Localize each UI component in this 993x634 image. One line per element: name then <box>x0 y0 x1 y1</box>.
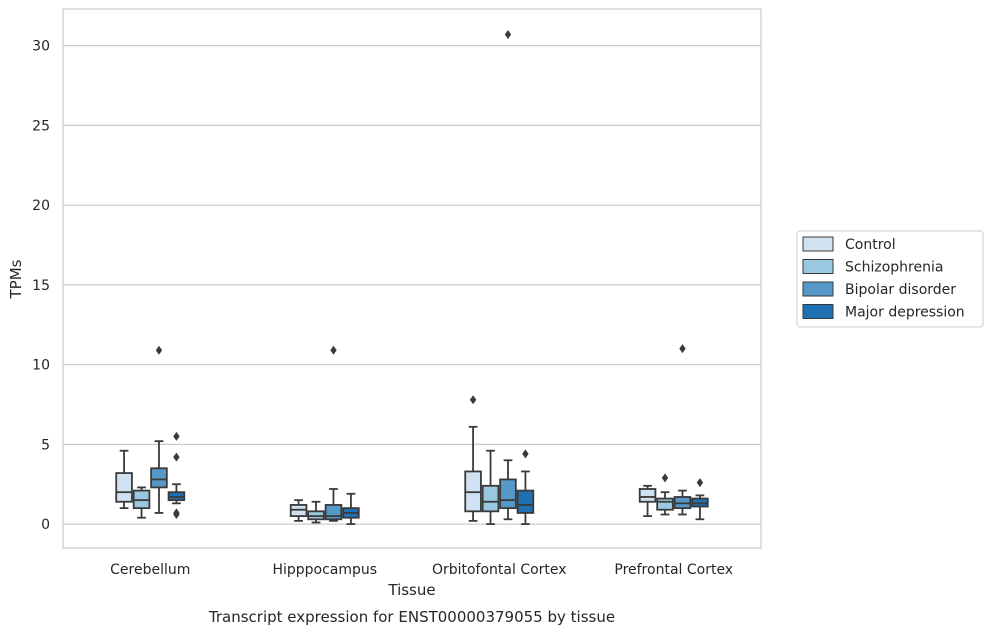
box-group <box>342 492 360 525</box>
y-tick-label: 30 <box>32 39 50 55</box>
box-group <box>132 486 151 519</box>
legend-label: Schizophrenia <box>845 260 943 276</box>
outlier-point <box>330 345 337 355</box>
box-iqr <box>638 488 657 503</box>
box-group <box>150 345 168 514</box>
y-tick-label: 5 <box>41 437 50 453</box>
box-group <box>691 478 709 521</box>
box-iqr <box>481 484 500 513</box>
legend-swatch <box>802 281 834 297</box>
x-axis-title: Tissue <box>387 581 435 599</box>
y-tick-label: 0 <box>41 517 50 533</box>
outlier-point <box>173 510 180 520</box>
box-group <box>516 449 535 525</box>
box-group <box>481 449 500 525</box>
outlier-point <box>696 478 704 488</box>
box-group <box>656 473 674 516</box>
outlier-point <box>504 30 512 40</box>
outlier-point <box>679 344 686 354</box>
box-group <box>167 431 186 520</box>
box-group <box>324 345 343 522</box>
legend-frame <box>796 230 984 328</box>
box-iqr <box>499 478 517 510</box>
box-iqr <box>324 504 343 521</box>
box-group <box>638 484 657 518</box>
legend-swatch <box>802 259 834 274</box>
x-tick-label: Prefrontal Cortex <box>614 562 733 578</box>
legend-swatch <box>802 304 834 319</box>
outlier-point <box>173 431 180 441</box>
x-tick-label: Cerebellum <box>110 562 190 578</box>
x-tick-label: Orbitofontal Cortex <box>432 562 567 578</box>
y-tick-label: 10 <box>32 358 50 374</box>
y-tick-label: 15 <box>32 278 50 294</box>
legend-label: Major depression <box>845 305 965 321</box>
plot-frame <box>62 8 762 549</box>
y-axis-title: TPMs <box>7 259 25 299</box>
legend-label: Control <box>845 237 896 253</box>
outlier-point <box>155 345 163 355</box>
outlier-point <box>661 473 669 483</box>
box-group <box>464 395 482 522</box>
box-iqr <box>115 472 133 503</box>
chart-caption: Transcript expression for ENST0000037905… <box>208 608 615 626</box>
box-group <box>115 449 133 510</box>
plot-marks <box>115 30 709 525</box>
legend: Control Schizophrenia Bipolar disorder Majo… <box>796 230 984 328</box>
outlier-point <box>469 395 477 405</box>
x-tick-label: Hipppocampus <box>272 562 377 578</box>
box-iqr <box>516 489 535 514</box>
box-iqr <box>656 497 674 511</box>
legend-label: Bipolar disorder <box>845 282 956 298</box>
box-group <box>307 500 325 524</box>
y-tick-labels: 0 5 10 15 20 25 30 <box>32 39 50 533</box>
x-tick-labels: Cerebellum Hipppocampus Orbitofontal Corte… <box>110 562 733 578</box>
y-tick-label: 25 <box>32 118 50 134</box>
box-group <box>289 499 308 522</box>
box-group <box>673 344 692 516</box>
box-iqr <box>150 467 168 489</box>
outlier-point <box>173 452 180 462</box>
gridlines <box>63 45 761 525</box>
legend-swatch <box>802 236 834 252</box>
y-tick-label: 20 <box>32 198 50 214</box>
box-group <box>499 30 517 521</box>
outlier-point <box>522 449 529 459</box>
